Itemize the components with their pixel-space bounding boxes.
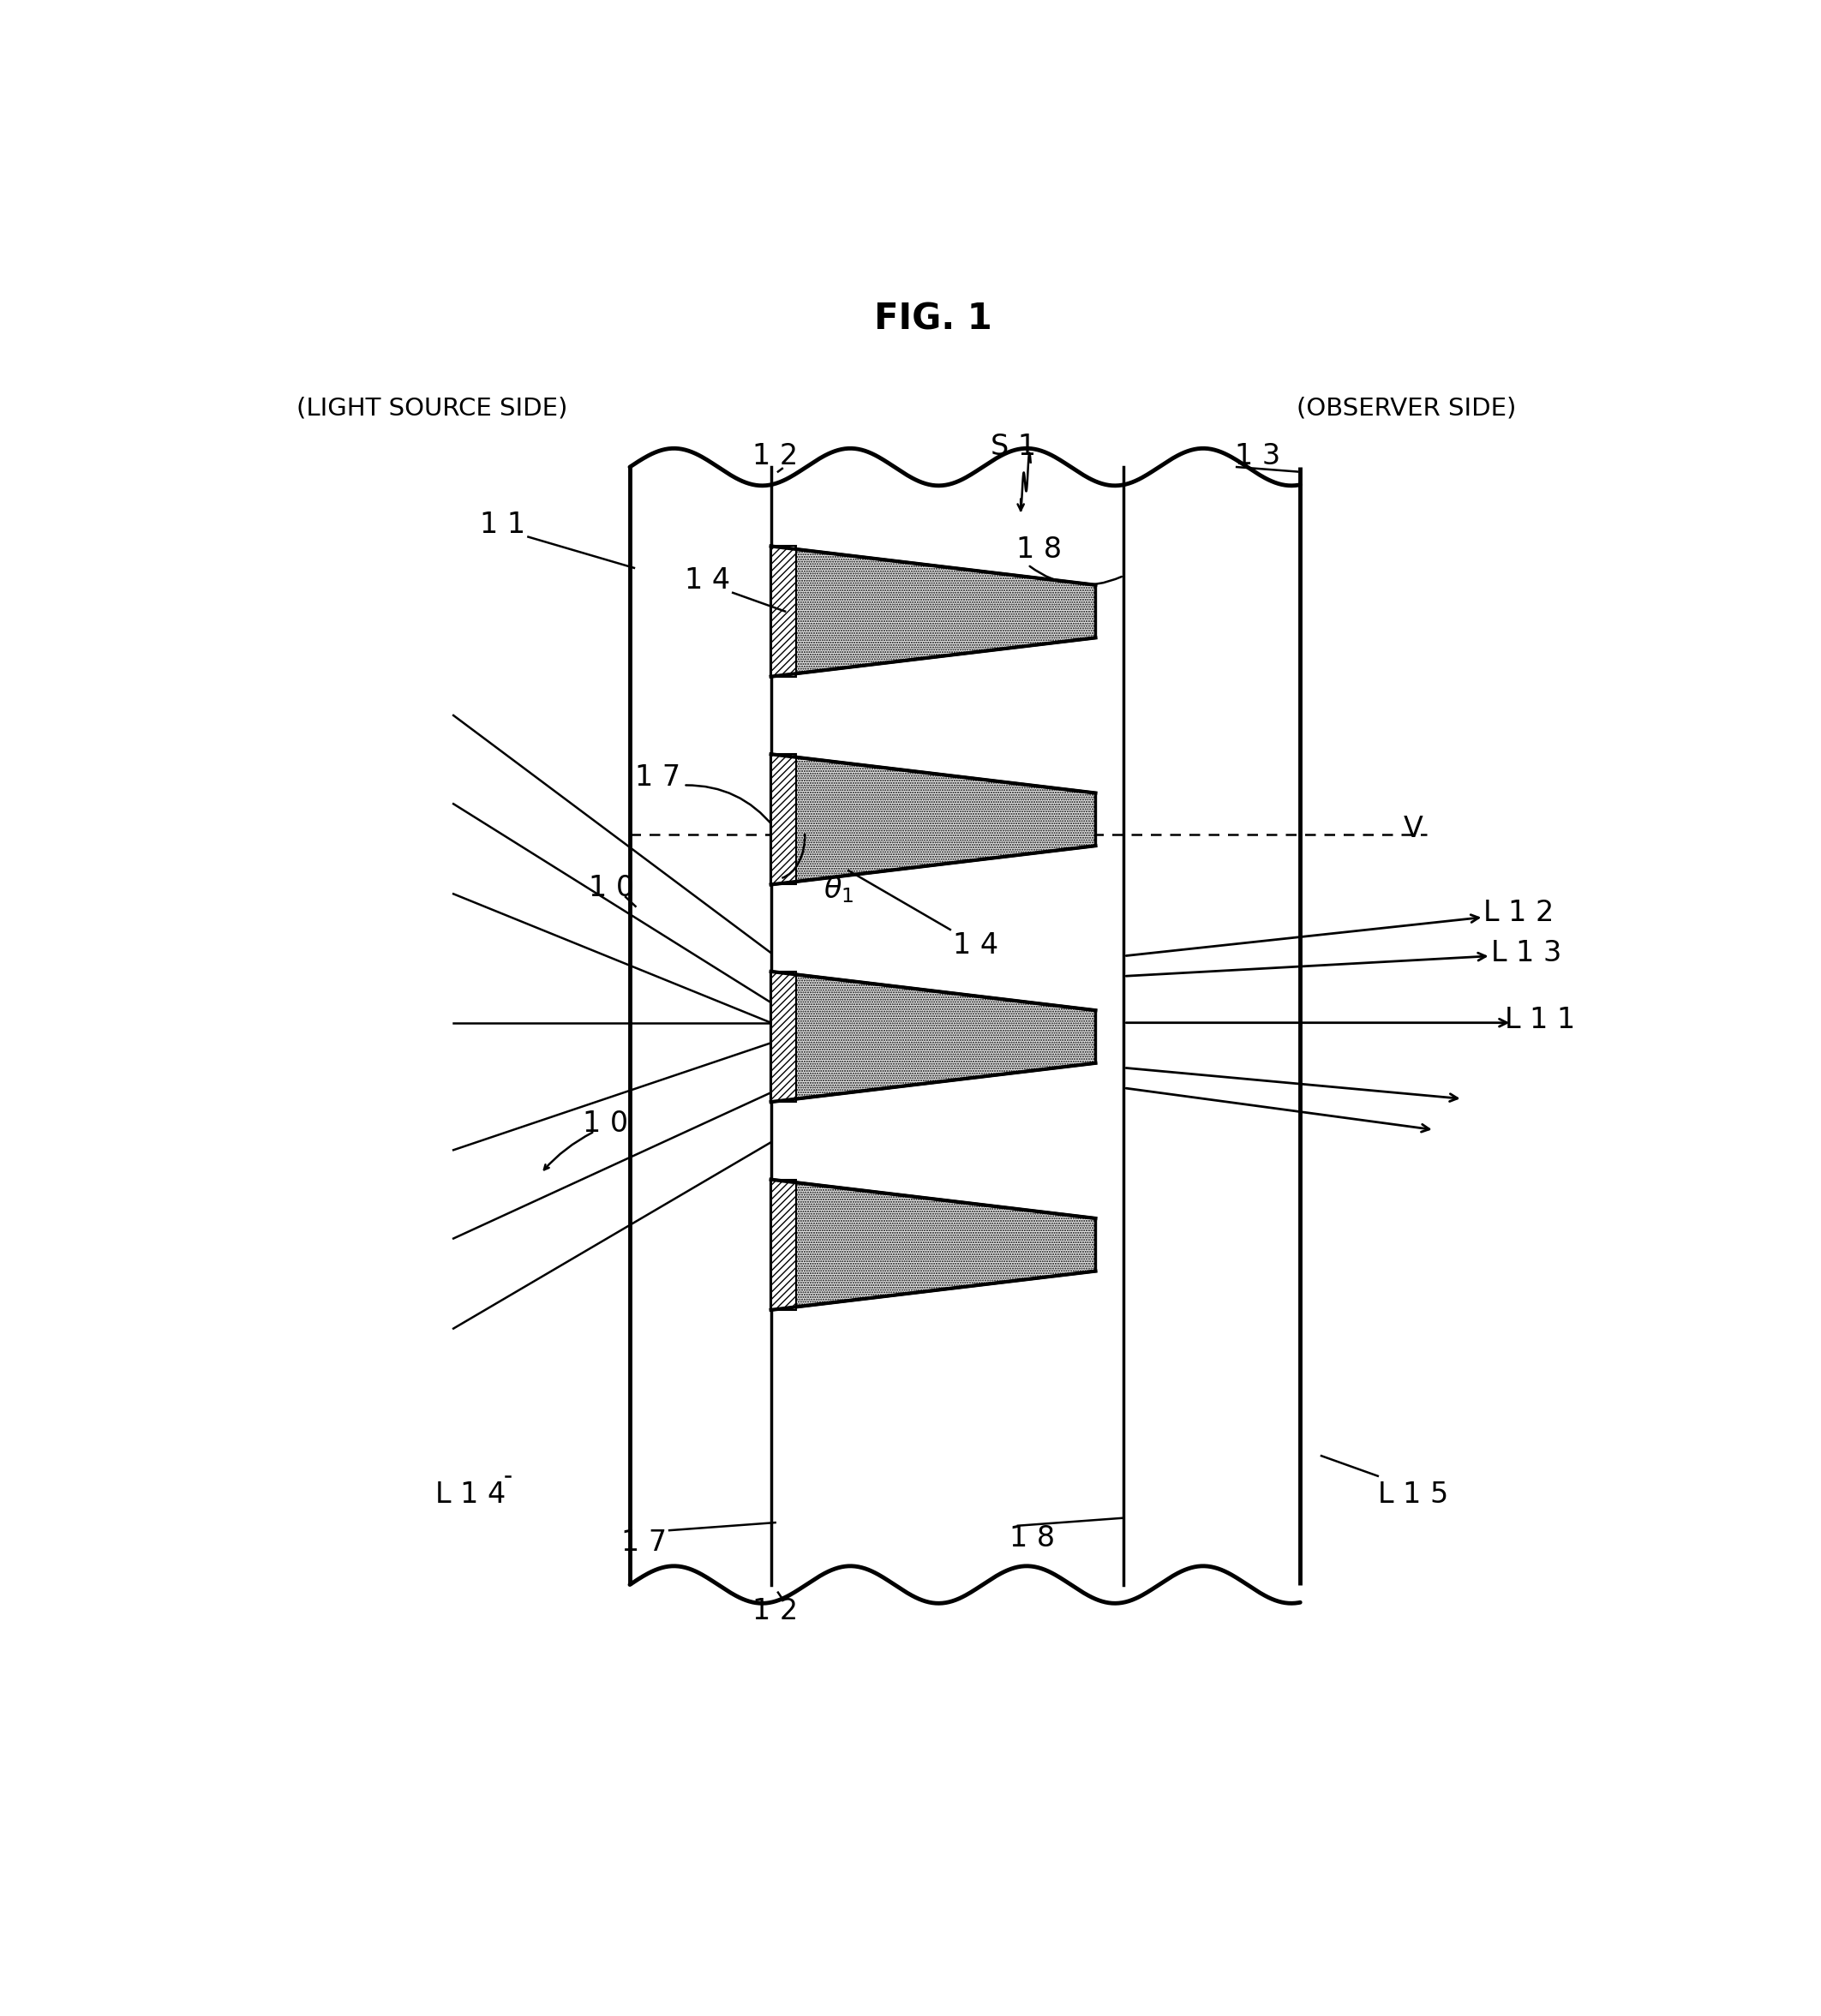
Text: FIG. 1: FIG. 1 [874, 302, 992, 337]
Text: (OBSERVER SIDE): (OBSERVER SIDE) [1297, 395, 1515, 419]
Text: S 1: S 1 [991, 433, 1036, 462]
Text: 1 0: 1 0 [588, 873, 634, 901]
Text: 1 7: 1 7 [636, 764, 681, 792]
Text: 1 2: 1 2 [752, 1597, 798, 1625]
Polygon shape [770, 754, 796, 885]
Text: L 1 3: L 1 3 [1491, 939, 1561, 968]
Text: $\theta_1$: $\theta_1$ [823, 875, 854, 905]
Polygon shape [770, 972, 796, 1103]
Polygon shape [770, 754, 1096, 885]
Text: (LIGHT SOURCE SIDE): (LIGHT SOURCE SIDE) [297, 395, 568, 419]
Text: 1 3: 1 3 [1235, 442, 1280, 470]
Text: 1 4: 1 4 [685, 566, 730, 595]
Text: 1 8: 1 8 [1009, 1524, 1054, 1552]
Text: L 1 2: L 1 2 [1484, 899, 1555, 927]
Text: L 1 4: L 1 4 [435, 1480, 506, 1508]
Polygon shape [770, 1179, 1096, 1310]
Text: V: V [1404, 814, 1422, 843]
Polygon shape [770, 972, 1096, 1103]
Text: 1 0: 1 0 [583, 1109, 628, 1137]
Polygon shape [770, 1179, 796, 1310]
Text: 1 1: 1 1 [481, 510, 526, 538]
Text: L 1 1: L 1 1 [1504, 1006, 1575, 1034]
Text: 1 7: 1 7 [621, 1528, 666, 1556]
Text: 1 2: 1 2 [752, 442, 798, 470]
Text: L 1 5: L 1 5 [1378, 1480, 1448, 1508]
Text: 1 4: 1 4 [952, 931, 998, 960]
Polygon shape [770, 546, 796, 677]
Text: 1 8: 1 8 [1016, 534, 1062, 562]
Polygon shape [770, 546, 1096, 677]
